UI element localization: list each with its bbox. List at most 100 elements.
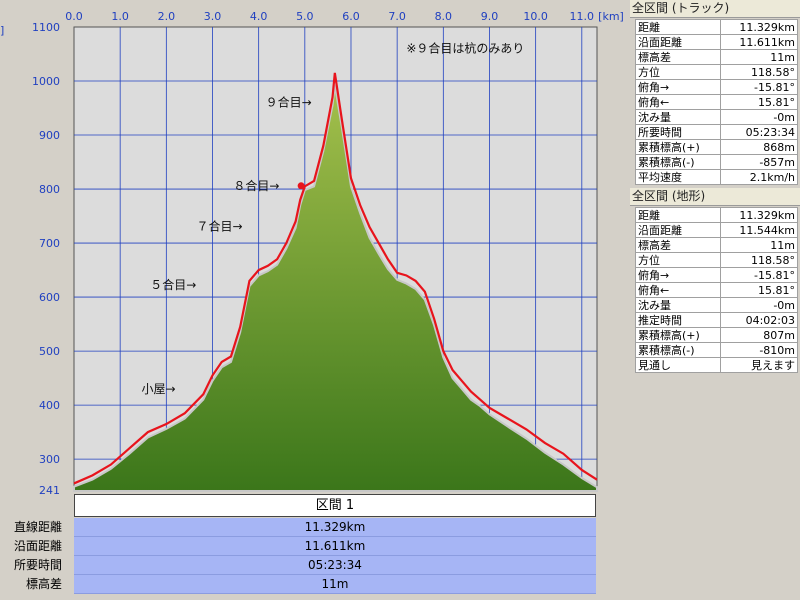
stat-label: 推定時間 — [635, 312, 721, 328]
y-tick-label: 700 — [39, 237, 60, 250]
y-tick-label: 1100 — [32, 21, 60, 34]
chart-annotation: ７合目→ — [196, 218, 242, 233]
terrain-area — [73, 85, 598, 492]
stat-value: -857m — [719, 154, 799, 170]
section-row-value: 11m — [74, 575, 596, 594]
section-row: 標高差 11m — [0, 575, 620, 594]
stat-value: 2.1km/h — [719, 169, 799, 185]
section-row-label: 直線距離 — [13, 520, 62, 534]
stat-label: 沿面距離 — [635, 34, 721, 50]
y-tick-label: 1000 — [32, 75, 60, 88]
section-row-value: 11.329km — [74, 518, 596, 537]
stat-label: 距離 — [635, 19, 721, 35]
stat-label: 俯角→ — [635, 267, 721, 283]
stat-value: -0m — [719, 109, 799, 125]
stat-label: 距離 — [635, 207, 721, 223]
stat-row: 累積標高(+) 807m — [635, 327, 799, 343]
stat-value: 118.58° — [719, 64, 799, 80]
stat-row: 俯角→ -15.81° — [635, 267, 799, 283]
y-tick-label: 900 — [39, 129, 60, 142]
position-marker[interactable] — [297, 182, 305, 190]
stat-value: 118.58° — [719, 252, 799, 268]
section-row-label: 標高差 — [25, 577, 62, 591]
y-tick-label: 300 — [39, 453, 60, 466]
chart-annotation: ８合目→ — [233, 178, 279, 193]
stat-value: -810m — [719, 342, 799, 358]
stat-label: 沈み量 — [635, 109, 721, 125]
chart-annotation: ５合目→ — [150, 277, 196, 292]
stat-value: 05:23:34 — [719, 124, 799, 140]
stat-value: 15.81° — [719, 94, 799, 110]
stat-label: 標高差 — [635, 49, 721, 65]
stat-row: 累積標高(-) -857m — [635, 154, 799, 170]
stat-label: 累積標高(-) — [635, 154, 721, 170]
chart-annotation: ※９合目は杭のみあり — [406, 41, 524, 56]
terrain-panel-title: 全区間 (地形) — [630, 188, 800, 206]
statistics-sidebar: 全区間 (トラック) 距離 11.329km 沿面距離 11.611km 標高差 11m 方… — [630, 0, 800, 600]
section-row-label: 所要時間 — [13, 558, 62, 572]
stat-value: 11.611km — [719, 34, 799, 50]
stat-row: 方位 118.58° — [635, 252, 799, 268]
stat-row: 沿面距離 11.544km — [635, 222, 799, 238]
y-tick-label: 600 — [39, 291, 60, 304]
track-panel-title: 全区間 (トラック) — [630, 0, 800, 18]
stat-label: 俯角← — [635, 282, 721, 298]
data-series — [73, 72, 598, 492]
stat-value: 見えます — [719, 357, 799, 373]
stat-value: 868m — [719, 139, 799, 155]
stat-row: 推定時間 04:02:03 — [635, 312, 799, 328]
stat-label: 方位 — [635, 252, 721, 268]
y-tick-label: 800 — [39, 183, 60, 196]
stat-value: -0m — [719, 297, 799, 313]
stat-value: 11.329km — [719, 207, 799, 223]
stat-label: 累積標高(+) — [635, 327, 721, 343]
track-stats-table: 距離 11.329km 沿面距離 11.611km 標高差 11m 方位 118.58° 俯角→… — [635, 19, 799, 185]
stat-value: 11.329km — [719, 19, 799, 35]
section-row-value: 11.611km — [74, 537, 596, 556]
stat-row: 標高差 11m — [635, 49, 799, 65]
stat-label: 方位 — [635, 64, 721, 80]
stat-value: -15.81° — [719, 79, 799, 95]
stat-label: 累積標高(-) — [635, 342, 721, 358]
x-tick-label: 6.0 — [342, 10, 360, 23]
stat-row: 平均速度 2.1km/h — [635, 169, 799, 185]
stat-label: 沿面距離 — [635, 222, 721, 238]
x-tick-labels: 0.0 1.0 2.0 3.0 4.0 5.0 6.0 7.0 8.0 9.0 10.0 11.0 [k… — [65, 10, 624, 23]
chart-annotations: ※９合目は杭のみあり ９合目→ ８合目→ ７合目→ ５合目→ 小屋→ — [141, 41, 524, 396]
section-row: 所要時間 05:23:34 — [0, 556, 620, 575]
stat-label: 所要時間 — [635, 124, 721, 140]
y-tick-label: 500 — [39, 345, 60, 358]
x-axis-unit: [km] — [598, 10, 624, 23]
stat-value: -15.81° — [719, 267, 799, 283]
section-row-label: 沿面距離 — [13, 539, 62, 553]
x-tick-label: 4.0 — [250, 10, 268, 23]
stat-row: 沿面距離 11.611km — [635, 34, 799, 50]
track-line — [73, 72, 598, 485]
stat-label: 俯角→ — [635, 79, 721, 95]
stat-row: 俯角← 15.81° — [635, 282, 799, 298]
stat-value: 04:02:03 — [719, 312, 799, 328]
stat-value: 807m — [719, 327, 799, 343]
y-tick-label: 400 — [39, 399, 60, 412]
x-tick-label: 1.0 — [111, 10, 129, 23]
terrain-stats-table: 距離 11.329km 沿面距離 11.544km 標高差 11m 方位 118.58° 俯角→… — [635, 207, 799, 373]
x-tick-label: 3.0 — [204, 10, 222, 23]
chart-annotation: ９合目→ — [266, 95, 312, 110]
stat-row: 沈み量 -0m — [635, 109, 799, 125]
left-edge-label: ] — [0, 24, 5, 37]
stat-row: 距離 11.329km — [635, 19, 799, 35]
x-tick-label: 0.0 — [65, 10, 83, 23]
stat-label: 沈み量 — [635, 297, 721, 313]
section-header[interactable]: 区間 1 — [74, 494, 596, 517]
stat-label: 標高差 — [635, 237, 721, 253]
section-table: 区間 1 直線距離 11.329km 沿面距離 11.611km 所要時間 05:23:3… — [0, 492, 620, 600]
stat-row: 所要時間 05:23:34 — [635, 124, 799, 140]
x-tick-label: 5.0 — [296, 10, 314, 23]
x-tick-label: 11.0 — [570, 10, 595, 23]
section-row: 沿面距離 11.611km — [0, 537, 620, 556]
x-tick-label: 8.0 — [435, 10, 453, 23]
elevation-profile-chart[interactable]: 0.0 1.0 2.0 3.0 4.0 5.0 6.0 7.0 8.0 9.0 10.0 11.0 [k… — [0, 0, 630, 600]
stat-row: 見通し 見えます — [635, 357, 799, 373]
stat-label: 平均速度 — [635, 169, 721, 185]
x-tick-label: 10.0 — [523, 10, 548, 23]
